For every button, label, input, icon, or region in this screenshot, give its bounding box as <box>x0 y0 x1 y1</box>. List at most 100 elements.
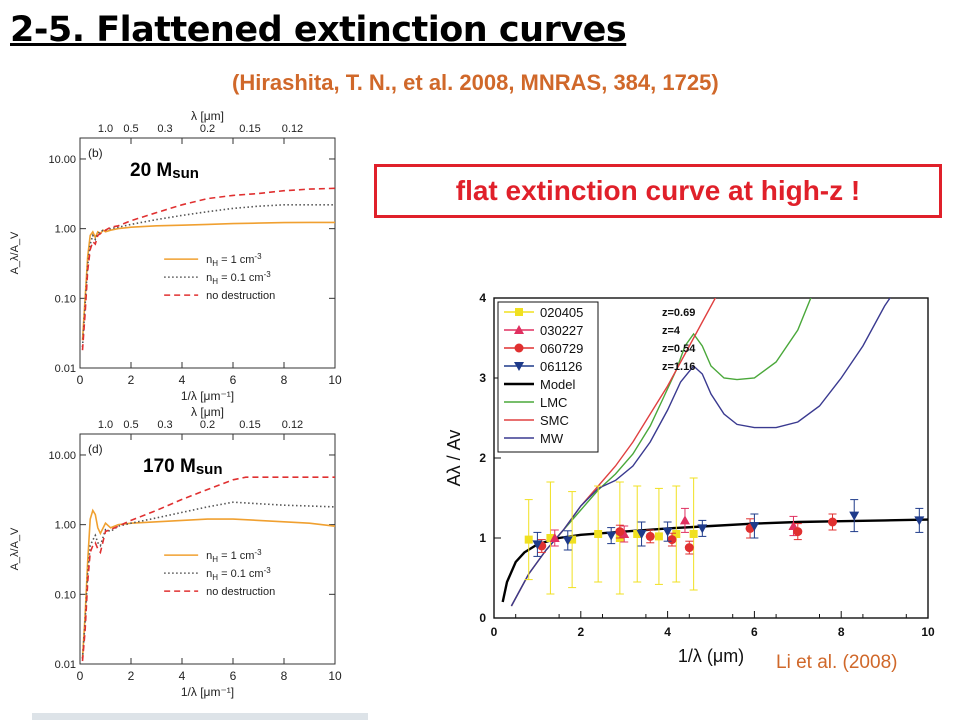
grb-legend-marker-2 <box>514 343 524 353</box>
panel-d-panel-label: (d) <box>88 442 103 456</box>
grb-legend-marker-0 <box>515 308 523 316</box>
panel-b-xtick-label-3: 6 <box>230 373 237 387</box>
panel-b-frame <box>79 137 336 369</box>
mass-label-170msun: 170 Msun <box>143 456 223 478</box>
grb-legend-label-3: 061126 <box>540 359 582 374</box>
grb-xtick-label-5: 10 <box>921 625 935 639</box>
grb-redshift-label-0: z=0.69 <box>662 307 695 319</box>
panel-b-ytick-label-0: 0.01 <box>55 363 76 375</box>
slide-title: 2-5. Flattened extinction curves <box>10 10 627 50</box>
panel-b-xtick-label-4: 8 <box>281 373 288 387</box>
grb-legend-label-2: 060729 <box>540 341 583 356</box>
panel-b-xlabel: 1/λ [μm⁻¹] <box>181 389 234 403</box>
grb-point-060729-7 <box>828 517 838 527</box>
grb-xtick-label-1: 2 <box>577 625 584 639</box>
grb-xtick-label-3: 6 <box>751 625 758 639</box>
panel-d-xtick-label-2: 4 <box>179 669 186 683</box>
grb-ytick-label-3: 3 <box>479 371 486 385</box>
extinction-plot-170msun: 0 2 4 6 8 10 0.01 0.10 1.00 10.00 1.0 0.5 0.3 0.2 0.15… <box>9 405 342 699</box>
grb-point-030227-0 <box>549 533 560 542</box>
grb-legend-label-4: Model <box>540 377 576 392</box>
grb-point-020405-5 <box>633 530 642 538</box>
panel-b-top-axis-label: λ [μm] <box>191 109 224 123</box>
panel-d-top-tick-label-5: 0.12 <box>282 419 303 431</box>
grb-point-061126-4 <box>662 527 673 537</box>
grb-redshift-label-1: z=4 <box>662 325 681 337</box>
panel-d-xtick-label-5: 10 <box>328 669 342 683</box>
panel-d-top-tick-label-3: 0.2 <box>200 419 215 431</box>
grb-legend-label-0: 020405 <box>540 305 583 320</box>
grb-point-020405-7 <box>672 530 681 538</box>
grb-legend-box <box>497 301 599 453</box>
panel-d-series-solid <box>81 508 336 659</box>
panel-b-top-tick-label-3: 0.2 <box>200 123 215 135</box>
figure-credit: Li et al. (2008) <box>776 652 898 673</box>
panel-d-frame <box>79 433 336 665</box>
panel-d-xlabel: 1/λ [μm⁻¹] <box>181 685 234 699</box>
panel-b-xtick-label-2: 4 <box>179 373 186 387</box>
grb-redshift-label-3: z=1.16 <box>662 361 695 373</box>
grb-point-020405-8 <box>689 530 698 538</box>
grb-point-061126-7 <box>849 511 860 521</box>
panel-d-top-axis-label: λ [μm] <box>191 405 224 419</box>
mass-label-20msun: 20 Msun <box>130 160 199 182</box>
grb-point-020405-2 <box>568 535 577 544</box>
grb-point-060729-4 <box>684 543 694 553</box>
panel-d-ytick-label-3: 10.00 <box>48 450 76 462</box>
grb-extinction-plot: 0 2 4 6 8 10 0 1 2 3 4 1/λ (μm) Aλ / Av 020405 030227 0… <box>444 291 935 666</box>
grb-curve-mw <box>510 298 891 607</box>
callout-box: flat extinction curve at high-z ! <box>374 164 942 218</box>
panel-d-legend-label-0: nH = 1 cm-3 <box>206 548 262 564</box>
grb-point-060729-1 <box>615 527 625 537</box>
grb-ytick-label-2: 2 <box>479 451 486 465</box>
panel-b-xtick-label-5: 10 <box>328 373 342 387</box>
panel-b-ytick-label-3: 10.00 <box>48 154 76 166</box>
footer-bar <box>32 713 368 720</box>
grb-point-061126-3 <box>636 530 647 539</box>
grb-point-020405-3 <box>594 530 603 538</box>
panel-d-ytick-label-2: 1.00 <box>55 520 76 532</box>
panel-d-xtick-label-1: 2 <box>128 669 135 683</box>
grb-xtick-label-0: 0 <box>491 625 498 639</box>
panel-b-ytick-label-2: 1.00 <box>55 224 76 236</box>
grb-point-061126-6 <box>749 522 760 531</box>
panel-b-legend-label-1: nH = 0.1 cm-3 <box>206 270 271 286</box>
grb-legend-label-7: MW <box>540 431 564 446</box>
panel-b-series-dotted <box>81 204 335 348</box>
panel-d-ylabel: A_λ/A_V <box>9 527 21 570</box>
panel-d-series-dotted <box>81 501 336 659</box>
panel-d-xtick-label-4: 8 <box>281 669 288 683</box>
grb-legend-marker-1 <box>514 325 524 334</box>
grb-point-061126-1 <box>562 536 573 546</box>
panel-d-top-tick-label-4: 0.15 <box>239 419 260 431</box>
panel-b-legend-label-0: nH = 1 cm-3 <box>206 252 262 268</box>
grb-point-030227-1 <box>619 529 630 538</box>
panel-b-legend-label-2: no destruction <box>206 290 275 302</box>
panel-b-top-tick-label-5: 0.12 <box>282 123 303 135</box>
grb-ylabel: Aλ / Av <box>444 430 464 487</box>
grb-ytick-label-1: 1 <box>479 531 486 545</box>
panel-d-ytick-label-0: 0.01 <box>55 659 76 671</box>
panel-d-legend-label-2: no destruction <box>206 586 275 598</box>
panel-b-xtick-label-1: 2 <box>128 373 135 387</box>
grb-legend-label-5: LMC <box>540 395 567 410</box>
panel-b-panel-label: (b) <box>88 146 103 160</box>
grb-point-060729-2 <box>645 531 655 541</box>
panel-b-xtick-label-0: 0 <box>77 373 84 387</box>
grb-legend-label-6: SMC <box>540 413 569 428</box>
grb-ytick-label-0: 0 <box>479 611 486 625</box>
grb-point-030227-2 <box>679 515 690 525</box>
panel-d-legend-label-1: nH = 0.1 cm-3 <box>206 566 271 582</box>
grb-point-061126-8 <box>914 516 925 526</box>
panel-d-top-tick-label-2: 0.3 <box>157 419 172 431</box>
grb-point-020405-0 <box>524 535 533 544</box>
extinction-plot-20msun: 0 2 4 6 8 10 0.01 0.10 1.00 10.00 1.0 0.5 0.3 0.2 0.15… <box>9 109 342 403</box>
panel-b-series-solid <box>81 221 335 341</box>
panel-d-series-dashed <box>81 476 335 662</box>
panel-d-top-tick-label-1: 0.5 <box>123 419 138 431</box>
grb-redshift-label-2: z=0.54 <box>662 343 696 355</box>
grb-point-061126-0 <box>532 540 543 550</box>
grb-point-061126-5 <box>697 524 708 534</box>
grb-legend-label-1: 030227 <box>540 323 583 338</box>
grb-xtick-label-4: 8 <box>838 625 845 639</box>
